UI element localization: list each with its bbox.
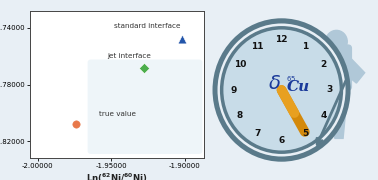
Text: 6: 6	[279, 136, 285, 145]
Text: standard interface: standard interface	[114, 23, 181, 29]
Text: $\delta$: $\delta$	[268, 74, 281, 93]
Text: 5: 5	[302, 129, 309, 138]
Text: jet interface: jet interface	[107, 53, 151, 59]
Text: Cu: Cu	[287, 80, 310, 94]
Point	[179, 38, 185, 41]
X-axis label: $\mathbf{Ln(^{62}Ni/^{60}Ni)}$: $\mathbf{Ln(^{62}Ni/^{60}Ni)}$	[86, 172, 148, 180]
Circle shape	[222, 28, 341, 152]
Polygon shape	[335, 87, 348, 138]
Polygon shape	[325, 87, 335, 138]
FancyBboxPatch shape	[88, 60, 202, 154]
Text: 3: 3	[327, 86, 333, 94]
Text: 9: 9	[230, 86, 237, 94]
Circle shape	[217, 23, 345, 157]
Circle shape	[212, 18, 350, 162]
Text: 11: 11	[251, 42, 264, 51]
Polygon shape	[315, 55, 327, 83]
Circle shape	[325, 30, 347, 53]
Text: true value: true value	[99, 111, 136, 117]
Text: 4: 4	[320, 111, 327, 120]
Text: 12: 12	[275, 35, 288, 44]
Point	[73, 123, 79, 126]
Polygon shape	[348, 55, 365, 83]
Text: 2: 2	[320, 60, 327, 69]
Text: 1: 1	[302, 42, 309, 51]
Text: $^{65}$: $^{65}$	[287, 76, 297, 86]
Point	[141, 66, 147, 69]
FancyBboxPatch shape	[321, 45, 352, 90]
Text: 8: 8	[237, 111, 243, 120]
Text: 7: 7	[254, 129, 260, 138]
Text: 10: 10	[234, 60, 246, 69]
